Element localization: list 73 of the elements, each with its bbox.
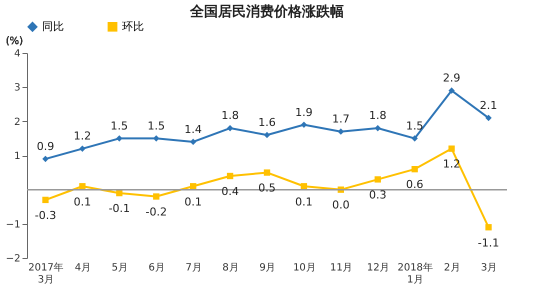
data-label: 1.8: [221, 109, 239, 122]
point: [116, 135, 122, 142]
point: [300, 183, 308, 190]
point: [190, 183, 196, 190]
data-label: 0.1: [74, 195, 92, 208]
point: [485, 114, 492, 122]
data-label: 2.1: [480, 98, 498, 112]
x-tick-label: 2月: [444, 262, 460, 274]
data-label: 0.4: [221, 185, 239, 198]
x-tick-label: 10月: [293, 262, 316, 274]
data-label: 0.6: [406, 178, 424, 192]
data-label: 1.5: [110, 119, 128, 132]
data-label: 1.4: [184, 122, 202, 136]
point: [448, 146, 455, 152]
y-tick-label: −2: [6, 254, 20, 264]
y-tick-label: −1: [6, 219, 20, 230]
chart-title: 全国居民消费价格涨跌幅: [189, 4, 344, 20]
point: [338, 128, 344, 135]
y-tick-label: 3: [14, 82, 20, 94]
point: [116, 190, 122, 196]
point: [226, 172, 234, 180]
x-tick-label: 3月: [480, 262, 498, 274]
x-tick-label: 5月: [112, 262, 128, 274]
data-label: 1.9: [295, 106, 313, 119]
point: [153, 135, 160, 142]
point: [190, 138, 196, 145]
x-tick-label: 9月: [259, 262, 276, 274]
data-label: 0.9: [36, 140, 54, 153]
point: [226, 125, 234, 132]
y-axis-title: (%): [6, 36, 24, 47]
x-tick-label: 8月: [222, 262, 239, 274]
data-label: 1.6: [258, 116, 276, 129]
data-label: 1.8: [369, 109, 387, 122]
point: [412, 135, 418, 142]
data-label: -1.1: [478, 236, 500, 250]
x-tick-label: 12月: [366, 262, 390, 274]
data-label: 0.5: [258, 182, 276, 195]
data-label: 2.9: [442, 72, 460, 85]
point: [412, 166, 418, 172]
point: [485, 224, 492, 230]
y-tick-label: 2: [14, 116, 20, 128]
point: [264, 169, 270, 176]
data-label: 0.1: [184, 195, 202, 208]
x-tick-label: 7月: [185, 262, 202, 274]
data-label: 0.1: [295, 195, 313, 208]
point: [374, 176, 381, 183]
x-tick-label: 2018年 1月: [397, 262, 433, 286]
point: [42, 156, 49, 162]
legend-label: 同比: [42, 20, 64, 33]
data-label: 1.5: [406, 119, 424, 132]
x-tick-label: 2017年 3月: [28, 262, 64, 286]
point: [79, 183, 86, 190]
data-label: 0.3: [369, 188, 387, 202]
point: [42, 196, 49, 204]
data-label: 1.5: [147, 119, 165, 132]
data-label: 0.0: [332, 198, 350, 212]
point: [374, 125, 381, 132]
x-tick-label: 6月: [148, 262, 165, 274]
y-tick-label: 1: [14, 151, 20, 162]
point: [153, 193, 160, 200]
x-tick-label: 11月: [330, 262, 353, 274]
data-label: -0.1: [108, 202, 130, 216]
data-label: 1.7: [332, 112, 350, 126]
point: [79, 146, 86, 152]
point: [448, 87, 455, 94]
data-label: -0.2: [145, 206, 167, 218]
x-tick-label: 4月: [74, 262, 92, 274]
data-label: -0.3: [34, 208, 56, 222]
data-label: 1.2: [74, 130, 92, 143]
legend-label: 环比: [122, 20, 144, 33]
y-tick-label: 4: [14, 48, 20, 60]
point: [300, 122, 308, 128]
point: [264, 132, 270, 138]
